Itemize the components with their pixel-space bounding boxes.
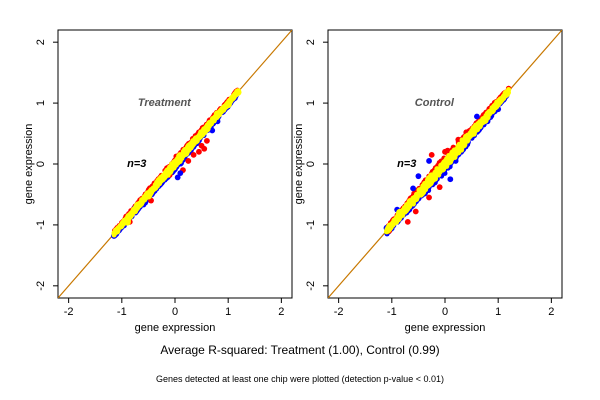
data-point	[207, 119, 213, 126]
data-point	[190, 151, 197, 158]
data-point	[428, 151, 435, 158]
data-point	[209, 127, 216, 134]
sample-count: n=3	[397, 158, 416, 170]
x-tick-label: 2	[278, 306, 284, 318]
y-axis-label: gene expression	[293, 124, 305, 205]
x-tick-label: -2	[64, 306, 74, 318]
data-point	[161, 172, 168, 179]
x-axis-label: gene expression	[135, 322, 216, 334]
data-point	[149, 187, 156, 193]
x-tick-label: 1	[495, 306, 501, 318]
panel-title: Control	[415, 97, 455, 109]
y-tick-label: -1	[35, 220, 47, 230]
data-point	[449, 149, 457, 157]
data-point	[438, 165, 447, 173]
data-point	[189, 143, 195, 150]
data-point	[165, 167, 174, 176]
x-tick-label: 0	[442, 306, 448, 318]
data-point	[155, 177, 163, 185]
plot-region	[328, 30, 562, 298]
data-point	[410, 185, 416, 192]
r-squared-caption: Average R-squared: Treatment (1.00), Con…	[160, 343, 440, 357]
data-point	[412, 208, 419, 215]
x-tick-label: -1	[117, 306, 127, 318]
x-tick-label: 1	[225, 306, 231, 318]
data-point	[404, 218, 411, 225]
data-point	[444, 157, 450, 163]
data-point	[394, 215, 400, 221]
data-point	[181, 149, 190, 157]
data-point	[427, 172, 436, 180]
data-point	[204, 137, 210, 144]
data-point	[481, 116, 489, 124]
scatter-panel-treatment: -2 -1 0 1 2 -2 -1 0 1 2 gene expression gene expres…	[23, 29, 293, 334]
data-point	[406, 197, 415, 206]
x-tick-label: 0	[172, 306, 178, 318]
data-point	[233, 88, 242, 96]
panel-title: Treatment	[138, 97, 192, 109]
x-axis-label: gene expression	[405, 322, 486, 334]
y-tick-label: 0	[305, 161, 317, 167]
data-point	[413, 194, 419, 200]
data-point	[196, 148, 202, 155]
data-point	[213, 110, 222, 118]
sample-count: n=3	[127, 158, 146, 170]
data-point	[442, 148, 448, 155]
data-point	[177, 170, 184, 177]
data-point	[470, 124, 479, 133]
data-point	[421, 185, 427, 191]
scatter-panel-control: -2 -1 0 1 2 -2 -1 0 1 2 gene expression gene expres…	[293, 29, 563, 334]
data-point	[112, 227, 121, 235]
y-tick-label: -1	[305, 220, 317, 230]
data-point	[129, 209, 136, 215]
data-point	[436, 184, 443, 191]
data-point	[474, 113, 480, 120]
x-tick-label: -1	[387, 306, 397, 318]
detection-note: Genes detected at least one chip were pl…	[156, 374, 444, 384]
x-tick-label: -2	[334, 306, 344, 318]
data-point	[426, 158, 432, 164]
data-point	[424, 179, 430, 185]
data-point	[465, 134, 471, 140]
y-tick-label: 1	[305, 100, 317, 106]
data-point	[455, 136, 462, 143]
data-point	[171, 158, 179, 167]
y-tick-label: 2	[35, 39, 47, 45]
data-point	[455, 146, 462, 152]
data-point	[385, 224, 393, 232]
data-point	[404, 203, 410, 210]
plot-region	[58, 30, 292, 298]
y-tick-label: 0	[35, 161, 47, 167]
y-axis-label: gene expression	[23, 124, 35, 205]
y-tick-label: 2	[305, 39, 317, 45]
data-point	[174, 174, 181, 181]
data-point	[123, 218, 131, 226]
y-tick-label: -2	[305, 281, 317, 291]
data-point	[415, 173, 422, 180]
data-point	[426, 194, 432, 201]
data-point	[447, 176, 454, 183]
x-tick-label: 2	[548, 306, 554, 318]
data-point	[133, 201, 142, 210]
data-point	[224, 100, 232, 109]
data-point	[144, 191, 153, 200]
y-tick-label: -2	[35, 281, 47, 291]
y-tick-label: 1	[35, 100, 47, 106]
data-point	[417, 189, 425, 198]
data-point	[395, 208, 404, 217]
data-point	[203, 124, 211, 133]
data-point	[476, 123, 482, 129]
data-point	[185, 158, 192, 164]
data-point	[197, 131, 203, 137]
data-point	[436, 172, 442, 178]
data-point	[502, 90, 510, 98]
data-point	[459, 140, 468, 149]
scatter-figure: -2 -1 0 1 2 -2 -1 0 1 2 gene expression gene expres…	[23, 29, 563, 334]
data-point	[389, 220, 396, 227]
data-point	[201, 145, 208, 152]
data-point	[491, 102, 500, 110]
data-point	[192, 135, 201, 143]
